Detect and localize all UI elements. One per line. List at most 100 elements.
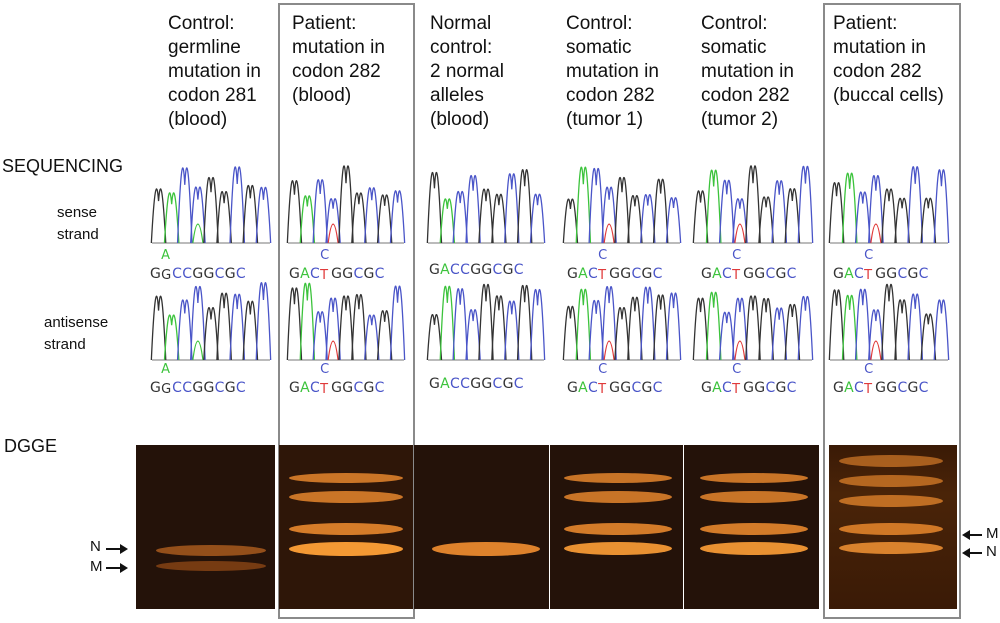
column-header-c5: Control: somatic mutation in codon 282 (… xyxy=(701,13,794,130)
trace-peak-C xyxy=(732,297,748,361)
trace-peak-C xyxy=(452,288,468,361)
trace-peak-C xyxy=(504,173,520,244)
gel-lane-c6 xyxy=(829,445,957,609)
sequence-c6-sense: GAC C T GGCGC xyxy=(833,248,929,283)
trace-peak-C xyxy=(640,194,656,244)
trace-peak-G xyxy=(491,193,507,244)
trace-peak-G xyxy=(516,284,533,361)
band-2 xyxy=(700,491,808,503)
band-m xyxy=(156,561,266,571)
strand-label-sense: sense strand xyxy=(57,204,99,243)
band-3 xyxy=(289,523,403,535)
trace-peak-A xyxy=(705,291,722,361)
trace-peak-C xyxy=(529,289,546,361)
trace-peak-C xyxy=(588,167,604,244)
sequence-c2-antisense: GAC C T GGCGC xyxy=(289,362,385,397)
trace-peak-C xyxy=(588,300,604,361)
band-1 xyxy=(700,473,808,483)
trace-peak-G xyxy=(784,188,801,244)
gel-lane-c1 xyxy=(136,445,275,609)
trace-peak-C xyxy=(601,285,617,361)
trace-peak-G xyxy=(491,295,507,361)
trace-peak-C xyxy=(601,186,617,244)
trace-peak-G xyxy=(627,296,643,361)
trace-peak-C xyxy=(255,186,272,244)
trace-peak-A xyxy=(575,288,592,361)
trace-peak-G xyxy=(692,190,709,244)
arrow-m-right xyxy=(962,530,982,540)
trace-peak-G xyxy=(562,305,579,361)
column-header-c1: Control: germline mutation in codon 281 … xyxy=(168,13,261,130)
trace-peak-secondary xyxy=(192,340,204,361)
gel-lane-c3 xyxy=(414,445,549,609)
sequence-c3-antisense: GACCGGCGC xyxy=(429,376,524,392)
band-2 xyxy=(564,491,672,503)
trace-peak-G xyxy=(692,297,709,361)
gel-lane-c4 xyxy=(550,445,683,609)
trace-peak-A xyxy=(575,166,592,244)
sequence-c5-antisense: GAC C T GGCGC xyxy=(701,362,797,397)
band-label-m-left: M xyxy=(90,558,103,575)
trace-peak-G xyxy=(652,178,669,244)
trace-peak-G xyxy=(478,188,494,244)
band-1 xyxy=(289,473,403,483)
trace-peak-G xyxy=(758,298,774,361)
trace-peak-C xyxy=(176,299,193,361)
column-header-c2: Patient: mutation in codon 282 (blood) xyxy=(292,13,385,106)
trace-peak-C xyxy=(452,190,468,244)
trace-peak-G xyxy=(150,295,167,361)
trace-peak-G xyxy=(516,169,533,244)
sequence-c4-antisense: GAC C T GGCGC xyxy=(567,362,663,397)
arrow-n-left xyxy=(106,544,128,554)
highlight-box-patient-blood xyxy=(278,3,415,619)
band-n xyxy=(432,542,540,556)
trace-peak-G xyxy=(614,307,630,361)
trace-peak-G xyxy=(652,294,669,361)
trace-peak-G xyxy=(562,198,579,244)
trace-peak-G xyxy=(242,300,259,361)
gel-lane-c5 xyxy=(684,445,819,609)
trace-peak-C xyxy=(504,300,520,361)
sequence-c6-antisense: GAC C T GGCGC xyxy=(833,362,929,397)
trace-peak-secondary xyxy=(603,223,615,244)
sequence-c1-antisense: G A G CCGGCGC xyxy=(150,362,246,397)
band-1 xyxy=(564,473,672,483)
trace-peak-C xyxy=(176,167,193,244)
band-1 xyxy=(839,455,943,467)
trace-peak-C xyxy=(771,307,788,361)
band-5 xyxy=(839,542,943,554)
trace-peak-G xyxy=(758,196,774,244)
sequence-c4-sense: GAC C T GGCGC xyxy=(567,248,663,283)
trace-peak-G xyxy=(784,303,801,361)
trace-peak-C xyxy=(732,198,748,244)
column-header-c3: Normal control: 2 normal alleles (blood) xyxy=(430,13,504,130)
band-4 xyxy=(839,523,943,535)
band-3 xyxy=(700,523,808,535)
band-2 xyxy=(289,491,403,503)
trace-peak-G xyxy=(745,165,761,244)
band-2 xyxy=(839,475,943,487)
trace-peak-C xyxy=(718,311,735,361)
band-3 xyxy=(564,523,672,535)
column-header-c4: Control: somatic mutation in codon 282 (… xyxy=(566,13,659,130)
trace-peak-G xyxy=(242,184,259,244)
trace-peak-C xyxy=(465,309,481,361)
trace-peak-A xyxy=(163,192,180,244)
trace-peak-C xyxy=(665,292,682,361)
trace-peak-secondary xyxy=(192,223,204,244)
trace-peak-G xyxy=(478,283,494,361)
trace-peak-C xyxy=(771,180,788,244)
trace-peak-C xyxy=(190,186,206,244)
trace-peak-C xyxy=(797,296,814,361)
band-4 xyxy=(289,542,403,556)
band-label-n-right: N xyxy=(986,543,997,560)
band-3 xyxy=(839,495,943,507)
section-label-dgge: DGGE xyxy=(4,436,58,456)
column-header-c6: Patient: mutation in codon 282 (buccal c… xyxy=(833,13,944,106)
trace-peak-G xyxy=(203,177,219,244)
band-label-n-left: N xyxy=(90,538,101,555)
trace-peak-G xyxy=(216,292,232,361)
arrow-n-right xyxy=(962,548,982,558)
trace-peak-G xyxy=(203,307,219,361)
trace-peak-C xyxy=(229,293,246,361)
